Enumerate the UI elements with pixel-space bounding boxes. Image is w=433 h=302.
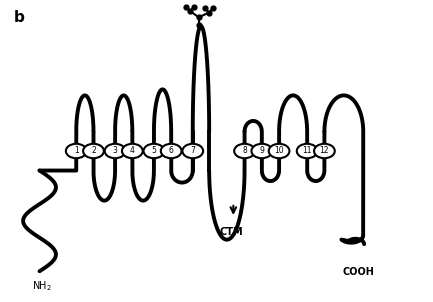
Circle shape xyxy=(252,144,272,158)
Text: 1: 1 xyxy=(74,146,79,156)
Text: 7: 7 xyxy=(191,146,195,156)
Text: 5: 5 xyxy=(152,146,156,156)
Text: NH$_2$: NH$_2$ xyxy=(32,279,52,293)
Circle shape xyxy=(105,144,126,158)
Text: 11: 11 xyxy=(302,146,312,156)
Circle shape xyxy=(83,144,104,158)
Circle shape xyxy=(66,144,87,158)
Text: 12: 12 xyxy=(320,146,329,156)
Text: 8: 8 xyxy=(242,146,247,156)
Text: 9: 9 xyxy=(259,146,264,156)
Circle shape xyxy=(269,144,289,158)
Text: CTM: CTM xyxy=(220,227,243,237)
Text: COOH: COOH xyxy=(343,267,375,277)
Circle shape xyxy=(182,144,203,158)
Circle shape xyxy=(234,144,255,158)
Text: 2: 2 xyxy=(91,146,96,156)
Circle shape xyxy=(297,144,317,158)
Circle shape xyxy=(144,144,164,158)
Text: b: b xyxy=(14,10,25,25)
Text: 6: 6 xyxy=(169,146,174,156)
Circle shape xyxy=(161,144,181,158)
Circle shape xyxy=(122,144,143,158)
Text: 10: 10 xyxy=(274,146,284,156)
Text: 3: 3 xyxy=(113,146,117,156)
Text: 4: 4 xyxy=(130,146,135,156)
Circle shape xyxy=(314,144,335,158)
